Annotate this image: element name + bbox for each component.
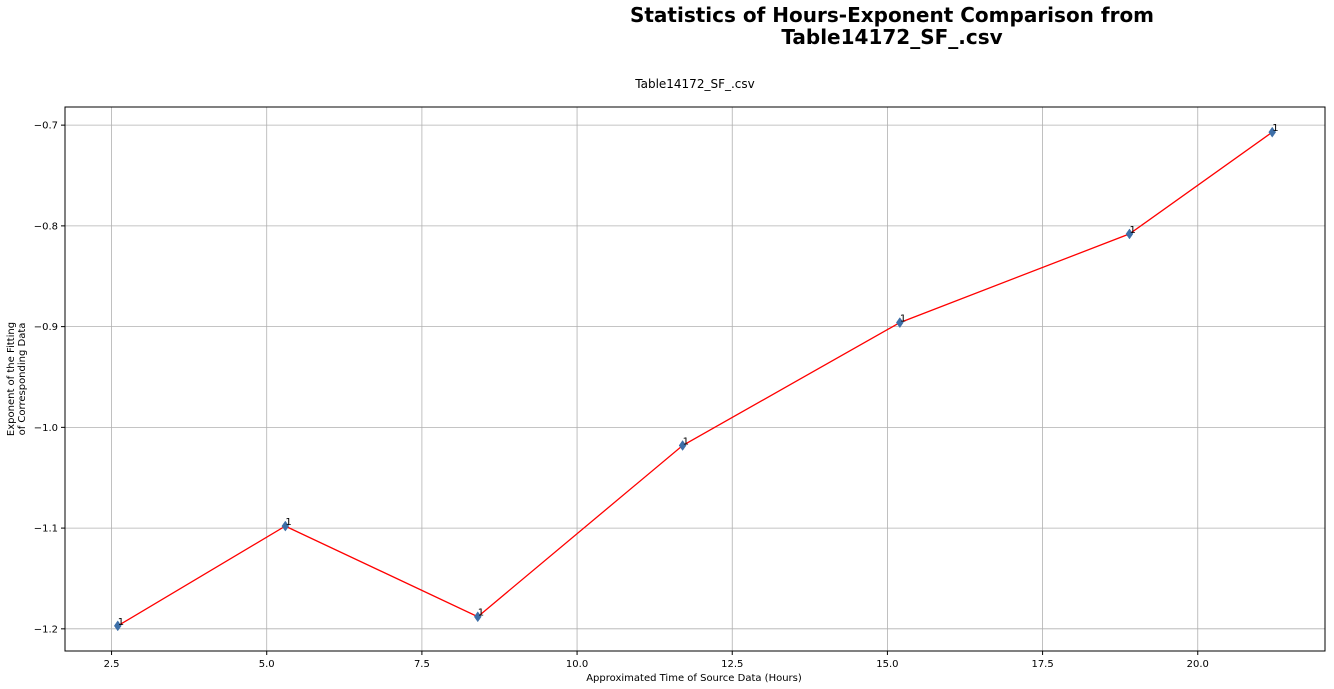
data-point-label: 1 [285,517,291,528]
x-axis: 2.5 5.0 7.5 10.0 12.5 15.0 17.5 20.0 [104,651,1209,670]
x-tick-label: 17.5 [1031,659,1053,670]
y-axis-label-line-2: of Corresponding Data [17,323,28,436]
data-point [473,611,482,623]
x-tick-label: 2.5 [104,659,120,670]
y-tick-label: −1.0 [34,423,58,434]
plot-frame [64,106,1326,652]
grid [65,107,1325,651]
data-point-label: 1 [1272,123,1278,134]
data-point [896,317,904,329]
series-layer: 1 1 1 1 1 1 1 [113,123,1279,632]
y-tick-label: −0.7 [34,121,58,132]
data-point-label: 1 [1129,225,1135,236]
x-tick-label: 5.0 [259,659,275,670]
data-point [113,620,122,632]
x-tick-label: 10.0 [566,659,588,670]
plot-title: Table14172_SF_.csv [634,77,755,91]
data-point [281,520,290,532]
y-tick-label: −1.1 [34,524,58,535]
data-point-label: 1 [478,608,484,619]
x-tick-label: 12.5 [721,659,743,670]
y-tick-label: −0.8 [34,221,58,232]
data-point-label: 1 [900,314,906,325]
data-point-label: 1 [118,617,124,628]
suptitle-line-2: Table14172_SF_.csv [781,25,1003,49]
data-point [678,440,687,451]
data-point [1125,228,1134,240]
x-tick-label: 20.0 [1187,659,1209,670]
y-axis: −1.2 −1.1 −1.0 −0.9 −0.8 −0.7 [34,121,65,635]
y-tick-label: −1.2 [34,624,58,635]
figure-suptitle: Statistics of Hours-Exponent Comparison … [592,4,1192,48]
y-axis-label: Exponent of the Fitting of Corresponding… [6,322,28,436]
x-axis-label: Approximated Time of Source Data (Hours) [586,673,802,684]
y-axis-label-line-1: Exponent of the Fitting [6,322,17,436]
series-line [117,131,1273,627]
data-point-label: 1 [683,436,689,447]
data-point [1268,126,1277,138]
x-tick-label: 15.0 [876,659,898,670]
x-tick-label: 7.5 [414,659,430,670]
y-tick-label: −0.9 [34,322,58,333]
suptitle-line-1: Statistics of Hours-Exponent Comparison … [629,3,1155,27]
